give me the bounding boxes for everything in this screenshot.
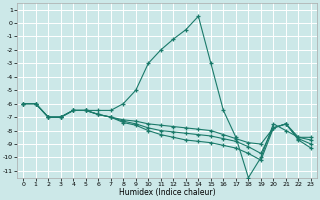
X-axis label: Humidex (Indice chaleur): Humidex (Indice chaleur): [119, 188, 215, 197]
